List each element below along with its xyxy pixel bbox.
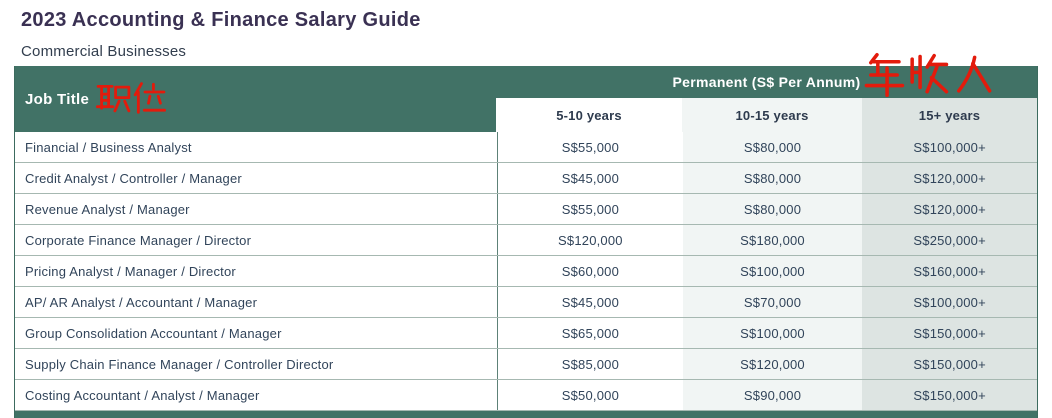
salary-cell-5-10-years: S$120,000 [497, 225, 683, 255]
job-title-cell: Costing Accountant / Analyst / Manager [15, 380, 498, 410]
salary-cell-5-10-years: S$85,000 [497, 349, 683, 379]
column-header-10-15-years: 10-15 years [682, 98, 862, 132]
table-row: Credit Analyst / Controller / Manager S$4… [15, 163, 1037, 194]
salary-cell-5-10-years: S$45,000 [497, 287, 683, 317]
salary-cell-15plus-years: S$100,000+ [862, 287, 1037, 317]
column-header-5-10-years: 5-10 years [496, 98, 682, 132]
salary-cell-5-10-years: S$65,000 [497, 318, 683, 348]
salary-cell-10-15-years: S$70,000 [682, 287, 863, 317]
salary-cell-15plus-years: S$150,000+ [862, 349, 1037, 379]
salary-cell-5-10-years: S$45,000 [497, 163, 683, 193]
job-title-cell: AP/ AR Analyst / Accountant / Manager [15, 287, 498, 317]
salary-cell-5-10-years: S$55,000 [497, 132, 683, 162]
salary-cell-10-15-years: S$80,000 [682, 132, 863, 162]
salary-cell-10-15-years: S$120,000 [682, 349, 863, 379]
table-row: Supply Chain Finance Manager / Controlle… [15, 349, 1037, 380]
salary-cell-15plus-years: S$150,000+ [862, 380, 1037, 410]
table-row: Group Consolidation Accountant / Manager… [15, 318, 1037, 349]
salary-cell-10-15-years: S$80,000 [682, 194, 863, 224]
job-title-cell: Financial / Business Analyst [15, 132, 498, 162]
salary-cell-15plus-years: S$100,000+ [862, 132, 1037, 162]
salary-cell-5-10-years: S$55,000 [497, 194, 683, 224]
job-title-cell: Supply Chain Finance Manager / Controlle… [15, 349, 498, 379]
salary-cell-10-15-years: S$100,000 [682, 256, 863, 286]
job-title-cell: Group Consolidation Accountant / Manager [15, 318, 498, 348]
table-row: Financial / Business Analyst S$55,000 S$80… [15, 132, 1037, 163]
table-row: Revenue Analyst / Manager S$55,000 S$80,00… [15, 194, 1037, 225]
job-title-header-label: Job Title [25, 90, 90, 108]
next-section-header-strip [15, 411, 1037, 418]
job-title-cell: Corporate Finance Manager / Director [15, 225, 498, 255]
salary-cell-10-15-years: S$80,000 [682, 163, 863, 193]
table-row: Corporate Finance Manager / Director S$12… [15, 225, 1037, 256]
permanent-group-header-label: Permanent (S$ Per Annum) [672, 74, 861, 90]
salary-cell-5-10-years: S$50,000 [497, 380, 683, 410]
table-row: AP/ AR Analyst / Accountant / Manager S$4… [15, 287, 1037, 318]
salary-table: Job Title Permanent (S$ Per Annum) 5-10 … [14, 66, 1038, 418]
job-title-cell: Credit Analyst / Controller / Manager [15, 163, 498, 193]
page-title: 2023 Accounting & Finance Salary Guide [21, 9, 421, 31]
salary-cell-15plus-years: S$160,000+ [862, 256, 1037, 286]
table-body: Financial / Business Analyst S$55,000 S$80… [15, 132, 1037, 411]
salary-cell-5-10-years: S$60,000 [497, 256, 683, 286]
salary-cell-10-15-years: S$180,000 [682, 225, 863, 255]
table-row: Costing Accountant / Analyst / Manager S$… [15, 380, 1037, 411]
salary-cell-15plus-years: S$120,000+ [862, 194, 1037, 224]
experience-subheader-row: 5-10 years 10-15 years 15+ years [496, 98, 1037, 132]
salary-cell-10-15-years: S$100,000 [682, 318, 863, 348]
column-header-15plus-years: 15+ years [862, 98, 1037, 132]
salary-cell-15plus-years: S$120,000+ [862, 163, 1037, 193]
salary-cell-15plus-years: S$150,000+ [862, 318, 1037, 348]
page-subtitle: Commercial Businesses [21, 43, 187, 60]
salary-cell-10-15-years: S$90,000 [682, 380, 863, 410]
permanent-header-group: Permanent (S$ Per Annum) 5-10 years 10-1… [496, 66, 1037, 132]
salary-cell-15plus-years: S$250,000+ [862, 225, 1037, 255]
permanent-group-header-cell: Permanent (S$ Per Annum) [496, 66, 1037, 98]
table-row: Pricing Analyst / Manager / Director S$60… [15, 256, 1037, 287]
job-title-header-cell: Job Title [15, 66, 496, 132]
table-header: Job Title Permanent (S$ Per Annum) 5-10 … [15, 66, 1037, 132]
job-title-cell: Pricing Analyst / Manager / Director [15, 256, 498, 286]
job-title-cell: Revenue Analyst / Manager [15, 194, 498, 224]
